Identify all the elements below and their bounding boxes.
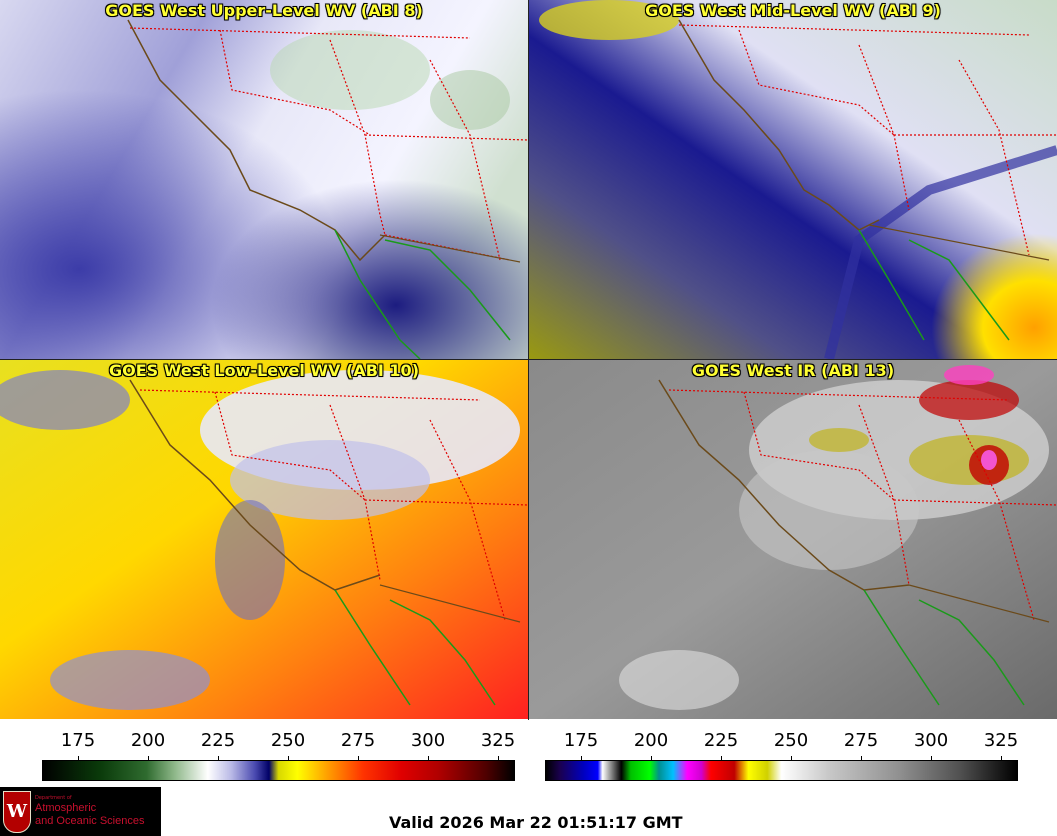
crest-letter: W [6,801,28,822]
wv-tick-label: 250 [270,730,306,751]
wv-tick-label: 200 [130,730,166,751]
logo-line2: and Oceanic Sciences [35,815,145,827]
wv-tick-mark [218,756,219,760]
wv-tick-mark [498,756,499,760]
ir-image [529,360,1057,719]
ir-tick-mark [861,756,862,760]
upper-level-wv-title: GOES West Upper-Level WV (ABI 8) [105,1,423,20]
ir-tick-label: 225 [703,730,739,751]
ir-color-scale [545,760,1018,781]
ir-tick-label: 200 [633,730,669,751]
uw-crest-icon: W [3,791,31,833]
wv-tick-mark [148,756,149,760]
wv-tick-mark [78,756,79,760]
ir-tick-mark [651,756,652,760]
wv-tick-mark [288,756,289,760]
ir-tick-mark [581,756,582,760]
logo-department: Department of [35,795,72,801]
wv-tick-label: 325 [480,730,516,751]
low-level-wv-image [0,360,528,719]
ir-tick-label: 300 [913,730,949,751]
ir-panel: GOES West IR (ABI 13) [529,360,1057,719]
wv-tick-label: 275 [340,730,376,751]
low-level-wv-panel: GOES West Low-Level WV (ABI 10) [0,360,528,719]
ir-tick-label: 175 [563,730,599,751]
ir-tick-mark [1001,756,1002,760]
panel-divider-horizontal [0,359,1057,360]
upper-level-wv-panel: GOES West Upper-Level WV (ABI 8) [0,0,528,359]
wv-tick-label: 175 [60,730,96,751]
ir-title: GOES West IR (ABI 13) [691,361,895,380]
ir-tick-mark [791,756,792,760]
panel-divider-vertical [528,0,529,720]
wv-tick-label: 225 [200,730,236,751]
ir-tick-mark [721,756,722,760]
valid-time: Valid 2026 Mar 22 01:51:17 GMT [389,813,683,832]
ir-tick-label: 275 [843,730,879,751]
wv-tick-mark [358,756,359,760]
wv-tick-label: 300 [410,730,446,751]
ir-tick-mark [931,756,932,760]
wv-color-scale [42,760,515,781]
ir-tick-label: 250 [773,730,809,751]
wv-tick-mark [428,756,429,760]
aos-logo[interactable]: W Department of Atmospheric and Oceanic … [0,787,161,836]
ir-tick-label: 325 [983,730,1019,751]
mid-level-wv-panel: GOES West Mid-Level WV (ABI 9) [529,0,1057,359]
upper-level-wv-image [0,0,528,359]
mid-level-wv-image [529,0,1057,359]
logo-line1: Atmospheric [35,802,97,814]
mid-level-wv-title: GOES West Mid-Level WV (ABI 9) [645,1,941,20]
low-level-wv-title: GOES West Low-Level WV (ABI 10) [108,361,419,380]
